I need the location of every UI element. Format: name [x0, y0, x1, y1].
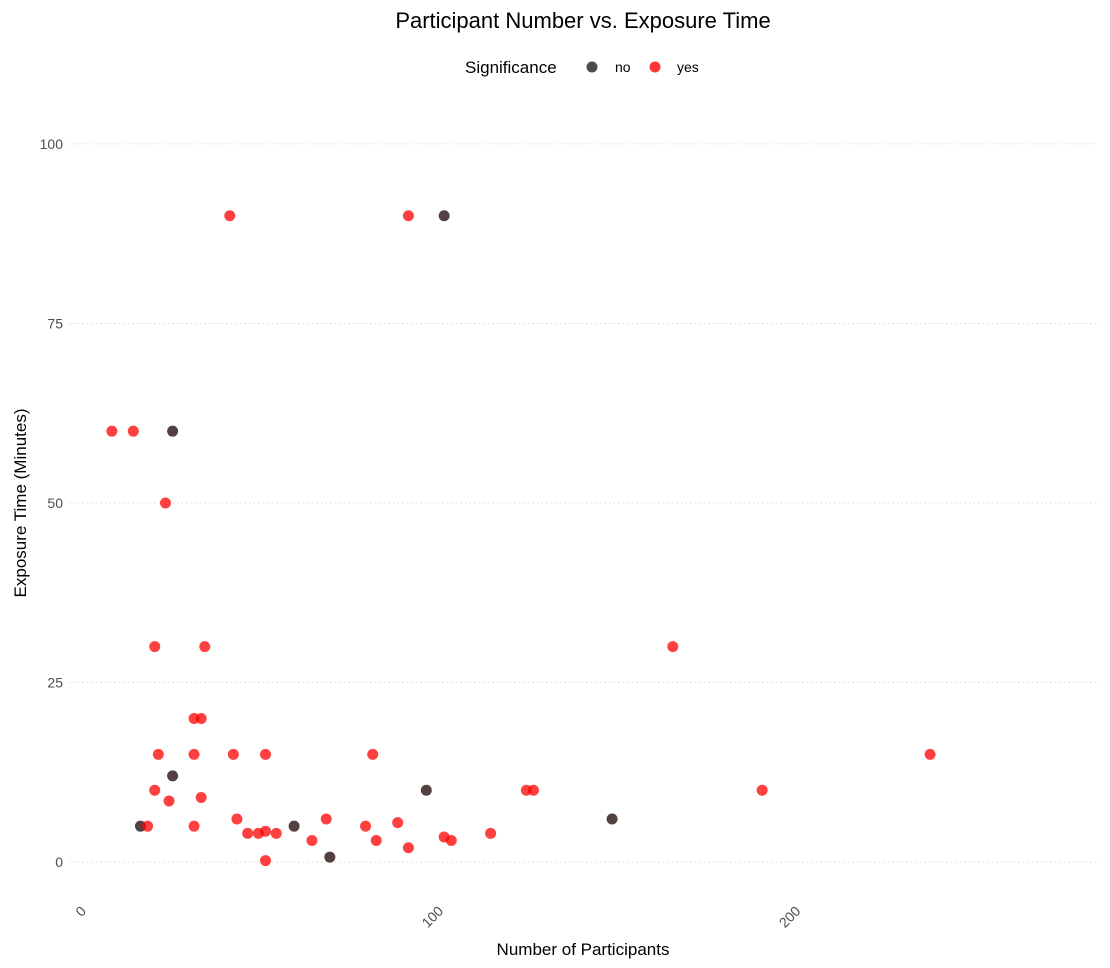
data-point-yes [260, 748, 272, 760]
data-point-yes [270, 827, 282, 839]
y-axis-title: Exposure Time (Minutes) [11, 409, 30, 598]
data-point-yes [106, 425, 118, 437]
x-tick-labels: 0 100 200 [72, 903, 804, 931]
legend-label-yes: yes [677, 59, 699, 75]
data-point-yes [756, 784, 768, 796]
data-point-yes [260, 825, 272, 837]
data-point-yes [188, 748, 200, 760]
data-point-yes [149, 641, 161, 653]
data-point-yes [195, 712, 207, 724]
data-point-yes [159, 497, 171, 509]
data-point-yes [227, 748, 239, 760]
data-point-yes [224, 210, 236, 222]
data-point-yes [188, 820, 200, 832]
data-point-no [167, 770, 179, 782]
y-tick-labels: 0 25 50 75 100 [40, 136, 64, 870]
data-point-no [606, 813, 618, 825]
x-tick-label: 100 [418, 903, 446, 931]
data-point-no [438, 210, 450, 222]
x-axis-title: Number of Participants [497, 940, 670, 959]
x-tick-label: 0 [72, 903, 89, 920]
data-point-yes [527, 784, 539, 796]
data-point-yes [127, 425, 139, 437]
y-tick-label: 75 [47, 315, 63, 331]
legend-title: Significance [465, 58, 557, 77]
data-point-no [324, 851, 336, 863]
data-point-yes [320, 813, 332, 825]
legend: Significance no yes [465, 58, 699, 77]
y-tick-label: 100 [40, 136, 64, 152]
data-point-yes [231, 813, 243, 825]
data-point-yes [667, 641, 679, 653]
y-tick-label: 0 [55, 854, 63, 870]
data-points [106, 210, 936, 867]
legend-key-no [586, 61, 598, 73]
data-point-yes [152, 748, 164, 760]
data-point-yes [242, 827, 254, 839]
data-point-yes [306, 835, 318, 847]
y-tick-label: 50 [47, 495, 63, 511]
chart-title: Participant Number vs. Exposure Time [395, 8, 770, 33]
data-point-yes [392, 817, 404, 829]
data-point-yes [260, 855, 272, 867]
data-point-yes [149, 784, 161, 796]
x-tick-label: 200 [776, 903, 804, 931]
data-point-yes [199, 641, 211, 653]
data-point-no [420, 784, 432, 796]
y-tick-label: 25 [47, 675, 63, 691]
data-point-yes [367, 748, 379, 760]
data-point-yes [142, 820, 154, 832]
data-point-yes [370, 835, 382, 847]
legend-key-yes [649, 61, 661, 73]
y-gridlines [69, 143, 1098, 863]
data-point-yes [402, 210, 414, 222]
data-point-yes [402, 842, 414, 854]
data-point-no [288, 820, 300, 832]
legend-label-no: no [615, 59, 631, 75]
data-point-no [167, 425, 179, 437]
data-point-yes [485, 827, 497, 839]
data-point-yes [360, 820, 372, 832]
data-point-yes [163, 795, 175, 807]
data-point-yes [195, 791, 207, 803]
data-point-yes [445, 835, 457, 847]
data-point-yes [924, 748, 936, 760]
